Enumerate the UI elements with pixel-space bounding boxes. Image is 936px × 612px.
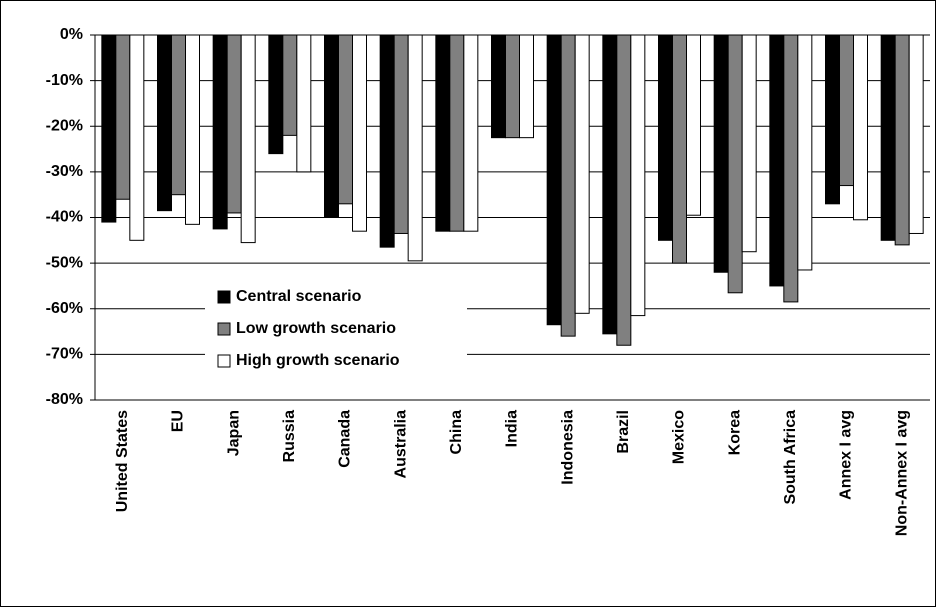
x-tick-label: Russia bbox=[281, 410, 298, 463]
legend-background bbox=[205, 281, 467, 377]
bar bbox=[338, 34, 353, 205]
bar bbox=[101, 34, 117, 223]
bar bbox=[352, 34, 367, 232]
x-tick-label: Non-Annex I avg bbox=[893, 410, 910, 536]
x-tick-label: India bbox=[504, 410, 521, 447]
x-tick-label: United States bbox=[114, 410, 131, 512]
bar bbox=[616, 34, 632, 346]
bar bbox=[797, 34, 813, 271]
bar bbox=[171, 34, 186, 196]
x-tick-label: Japan bbox=[225, 410, 242, 456]
bar bbox=[741, 34, 757, 253]
x-tick-label: Mexico bbox=[671, 410, 688, 464]
bar bbox=[769, 34, 785, 287]
y-tick-label: -70% bbox=[46, 346, 83, 363]
y-tick-label: -80% bbox=[46, 391, 83, 408]
bar bbox=[212, 34, 228, 230]
y-tick-label: -50% bbox=[46, 254, 83, 271]
x-tick-label: Korea bbox=[726, 410, 743, 455]
y-tick-label: -20% bbox=[46, 117, 83, 134]
x-tick-label: EU bbox=[170, 410, 187, 432]
bar bbox=[686, 34, 701, 216]
bar bbox=[853, 34, 868, 221]
x-tick-label: South Africa bbox=[782, 410, 799, 505]
y-tick-label: 0% bbox=[60, 26, 83, 43]
bar bbox=[825, 34, 840, 205]
bar bbox=[880, 34, 896, 241]
bar bbox=[783, 34, 799, 303]
bar bbox=[282, 34, 298, 136]
y-tick-label: -10% bbox=[46, 72, 83, 89]
bar bbox=[240, 34, 256, 244]
bar bbox=[115, 34, 131, 200]
bar bbox=[672, 34, 687, 264]
bar bbox=[463, 34, 479, 232]
x-tick-label: Brazil bbox=[615, 410, 632, 454]
bar bbox=[129, 34, 145, 241]
bar bbox=[268, 34, 284, 155]
bar bbox=[157, 34, 172, 212]
bar bbox=[630, 34, 646, 317]
bar bbox=[602, 34, 618, 335]
bar bbox=[226, 34, 242, 214]
bar bbox=[546, 34, 562, 326]
bar bbox=[727, 34, 743, 294]
bar bbox=[505, 34, 520, 139]
legend-swatch bbox=[217, 322, 231, 336]
x-tick-label: China bbox=[448, 410, 465, 455]
bar bbox=[185, 34, 200, 225]
x-tick-label: Australia bbox=[392, 410, 409, 479]
bar bbox=[894, 34, 910, 246]
legend-label: High growth scenario bbox=[236, 352, 400, 369]
legend-swatch bbox=[217, 290, 231, 304]
legend-label: Central scenario bbox=[236, 288, 362, 305]
bar bbox=[449, 34, 465, 232]
bar bbox=[296, 34, 312, 173]
bar bbox=[379, 34, 395, 248]
x-tick-label: Indonesia bbox=[559, 410, 576, 485]
legend-swatch bbox=[217, 354, 231, 368]
bar bbox=[658, 34, 673, 241]
bar bbox=[713, 34, 729, 273]
bar bbox=[574, 34, 590, 314]
x-tick-label: Canada bbox=[337, 410, 354, 468]
bar bbox=[908, 34, 924, 234]
y-tick-label: -40% bbox=[46, 209, 83, 226]
bar bbox=[519, 34, 534, 139]
bar bbox=[393, 34, 409, 234]
bar bbox=[324, 34, 339, 218]
bar bbox=[560, 34, 576, 337]
y-tick-label: -30% bbox=[46, 163, 83, 180]
legend-label: Low growth scenario bbox=[236, 320, 396, 337]
bar bbox=[491, 34, 506, 139]
x-tick-label: Annex I avg bbox=[838, 410, 855, 500]
bar bbox=[839, 34, 854, 187]
bar bbox=[435, 34, 451, 232]
y-tick-label: -60% bbox=[46, 300, 83, 317]
bar bbox=[407, 34, 423, 262]
